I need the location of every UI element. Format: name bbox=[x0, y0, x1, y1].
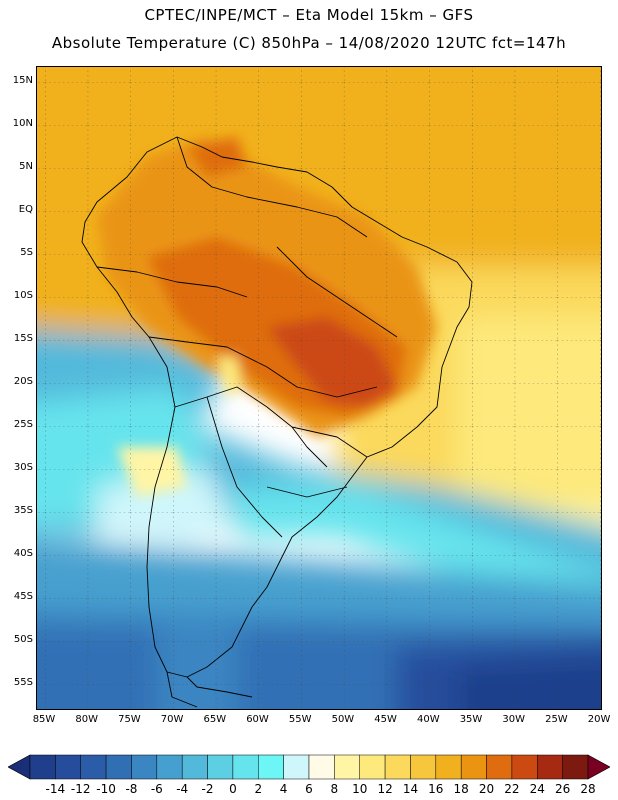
colorbar-swatch bbox=[29, 754, 56, 780]
colorbar-tick-label: -12 bbox=[70, 782, 91, 796]
colorbar-tick-label: -14 bbox=[45, 782, 66, 796]
lon-label: 50W bbox=[331, 714, 355, 725]
lat-label: 10S bbox=[13, 290, 33, 301]
colorbar-tick-label: 22 bbox=[504, 782, 520, 796]
colorbar-swatch bbox=[435, 754, 462, 780]
colorbar-swatch bbox=[232, 754, 259, 780]
chart-title-line2: Absolute Temperature (C) 850hPa – 14/08/… bbox=[51, 34, 567, 52]
lon-label: 85W bbox=[32, 714, 56, 725]
colorbar-swatch bbox=[258, 754, 284, 780]
lon-label: 55W bbox=[288, 714, 312, 725]
colorbar-high-arrow bbox=[587, 754, 610, 780]
temperature-map bbox=[37, 67, 601, 709]
colorbar-tick-label: 10 bbox=[352, 782, 368, 796]
colorbar-tick-label: 16 bbox=[428, 782, 444, 796]
lat-label: 15S bbox=[13, 333, 33, 344]
lat-label: 15N bbox=[12, 75, 33, 86]
lon-label: 70W bbox=[160, 714, 184, 725]
colorbar-swatch bbox=[207, 754, 234, 780]
lat-label: 5S bbox=[20, 247, 33, 258]
colorbar-tick-label: 24 bbox=[529, 782, 545, 796]
colorbar-swatch bbox=[308, 754, 335, 780]
lat-label: 5N bbox=[19, 161, 33, 172]
colorbar-tick-label: 6 bbox=[305, 782, 313, 796]
colorbar bbox=[8, 754, 610, 780]
colorbar-swatch bbox=[384, 754, 411, 780]
colorbar-swatch bbox=[359, 754, 386, 780]
lon-label: 80W bbox=[75, 714, 98, 725]
lat-label: 10N bbox=[12, 118, 33, 129]
lat-label: 55S bbox=[13, 677, 33, 688]
colorbar-tick-label: 0 bbox=[229, 782, 237, 796]
lon-label: 45W bbox=[374, 714, 397, 725]
lon-label: 35W bbox=[459, 714, 483, 725]
lat-label: 45S bbox=[13, 591, 33, 602]
colorbar-tick-label: 28 bbox=[580, 782, 596, 796]
lon-label: 60W bbox=[246, 714, 269, 725]
colorbar-swatch bbox=[562, 754, 589, 780]
colorbar-swatch bbox=[156, 754, 183, 780]
lon-label: 20W bbox=[587, 714, 611, 725]
colorbar-tick-label: 4 bbox=[279, 782, 288, 796]
chart-title-line1: CPTEC/INPE/MCT – Eta Model 15km – GFS bbox=[144, 6, 474, 24]
colorbar-tick-label: 14 bbox=[402, 782, 419, 796]
colorbar-tick-label: 8 bbox=[330, 782, 339, 796]
lat-label: 20S bbox=[13, 376, 33, 387]
colorbar-swatch bbox=[486, 754, 513, 780]
lon-label: 30W bbox=[502, 714, 525, 725]
colorbar-swatch bbox=[181, 754, 208, 780]
lat-label: 35S bbox=[13, 505, 33, 516]
colorbar-swatch bbox=[334, 754, 360, 780]
lat-label: EQ bbox=[18, 204, 33, 215]
lat-label: 30S bbox=[13, 462, 33, 473]
lat-label: 25S bbox=[13, 419, 33, 430]
colorbar-swatch bbox=[511, 754, 538, 780]
colorbar-tick-label: -4 bbox=[176, 782, 189, 796]
colorbar-low-arrow bbox=[8, 754, 31, 780]
colorbar-tick-label: 18 bbox=[453, 782, 469, 796]
lon-label: 75W bbox=[118, 714, 141, 725]
lat-label: 50S bbox=[13, 634, 33, 645]
lon-label: 25W bbox=[545, 714, 568, 725]
colorbar-tick-label: -6 bbox=[150, 782, 163, 796]
lon-label: 65W bbox=[203, 714, 227, 725]
map-panel bbox=[36, 66, 602, 710]
colorbar-swatch bbox=[410, 754, 437, 780]
colorbar-tick-label: -2 bbox=[201, 782, 214, 796]
colorbar-swatch bbox=[537, 754, 563, 780]
colorbar-swatch bbox=[80, 754, 107, 780]
colorbar-swatch bbox=[105, 754, 132, 780]
colorbar-swatch bbox=[283, 754, 310, 780]
colorbar-swatch bbox=[460, 754, 487, 780]
colorbar-tick-label: 26 bbox=[554, 782, 571, 796]
colorbar-tick-label: 20 bbox=[478, 782, 495, 796]
colorbar-tick-label: -8 bbox=[125, 782, 138, 796]
lon-label: 40W bbox=[416, 714, 440, 725]
colorbar-tick-label: -10 bbox=[96, 782, 116, 796]
colorbar-tick-label: 2 bbox=[254, 782, 263, 796]
colorbar-swatch bbox=[55, 754, 81, 780]
lat-label: 40S bbox=[13, 548, 33, 559]
colorbar-swatch bbox=[131, 754, 158, 780]
colorbar-tick-label: 12 bbox=[377, 782, 393, 796]
